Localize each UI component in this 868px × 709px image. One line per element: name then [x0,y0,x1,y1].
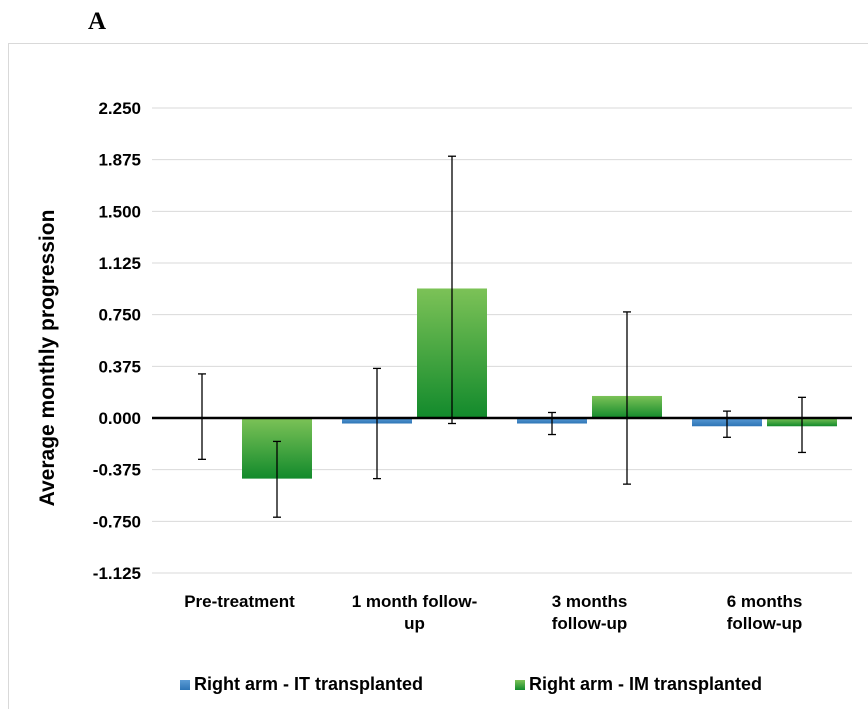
legend-item-1: Right arm - IT transplanted [180,674,423,695]
legend-swatch [515,679,525,690]
y-tick-label: -0.750 [93,512,141,531]
error-bar-2-4 [798,396,806,454]
legend: Right arm - IT transplanted Right arm - I… [0,674,868,704]
y-tick-label: 0.000 [98,409,141,428]
bars [167,288,837,479]
chart-frame [8,43,868,709]
error-bar-2-3 [623,311,631,485]
x-axis-categories: Pre-treatment 1 month follow-up 3 months fo… [184,592,802,633]
y-tick-label: 2.250 [98,99,141,118]
x-category-label: 3 months follow-up [552,592,628,633]
error-bar-1-2 [373,367,381,480]
y-tick-label: 0.750 [98,306,141,325]
y-tick-label: 1.500 [98,202,141,221]
y-tick-label: 1.125 [98,254,141,273]
y-tick-label: -0.375 [93,461,141,480]
panel-label: A [88,8,107,35]
y-tick-label: 1.875 [98,151,141,170]
gridlines [152,107,852,574]
error-bar-2-2 [448,155,456,425]
error-bar-1-4 [723,410,731,438]
x-category-label: 6 months follow-up [727,592,803,633]
error-bar-2-1 [273,440,281,518]
error-bar-1-3 [548,411,556,436]
legend-label: Right arm - IT transplanted [194,674,424,694]
error-bars [198,155,806,518]
legend-swatch [180,679,190,690]
y-tick-label: -1.125 [93,564,141,583]
y-axis-ticks: 2.250 1.875 1.500 1.125 0.750 0.375 0.000 -0.37… [93,99,141,583]
y-axis-title: Average monthly progression [36,210,59,507]
y-tick-label: 0.375 [98,357,141,376]
legend-item-2: Right arm - IM transplanted [515,674,762,695]
legend-label: Right arm - IM transplanted [529,674,763,694]
error-bar-1-1 [198,373,206,460]
x-category-label: Pre-treatment [184,592,295,611]
x-category-label: 1 month follow-up [352,592,478,633]
